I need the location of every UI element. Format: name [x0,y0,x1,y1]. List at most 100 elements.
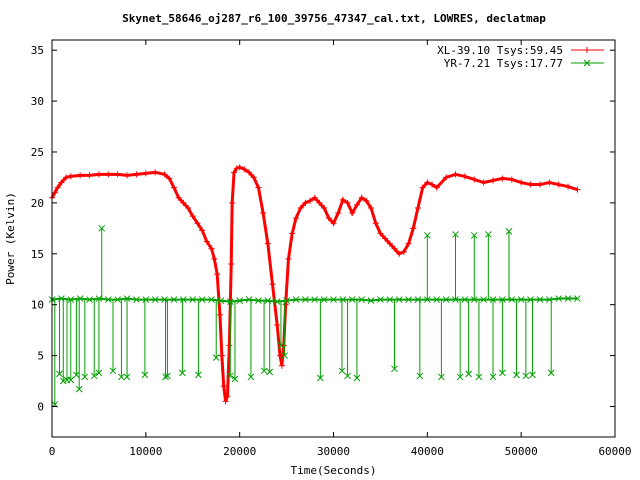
data-point [311,194,318,201]
data-point [443,174,450,181]
data-point [386,296,394,303]
spike-point [118,373,125,381]
data-point [320,296,328,303]
spike-point [226,372,234,380]
data-point [499,296,506,303]
x-tick-label: 30000 [317,445,350,458]
x-tick-label: 20000 [223,445,256,458]
data-point [423,296,431,303]
data-point [330,220,337,227]
data-point [218,352,225,359]
data-point [546,179,553,186]
spike-point [67,376,75,384]
legend-marker [583,59,591,67]
data-point [114,171,121,178]
spike-point [438,373,445,381]
chart-title: Skynet_58646_oj287_r6_100_39756_47347_ca… [122,12,546,25]
data-point [152,169,159,176]
y-tick-label: 30 [31,95,44,108]
data-point [269,281,276,288]
data-point [358,194,365,201]
data-point [211,255,218,262]
data-point [233,165,240,172]
spike-point [98,224,106,232]
data-point [245,296,253,303]
spike-point [141,371,149,379]
spike-point [179,369,186,377]
data-point [565,183,572,190]
data-point [433,296,441,303]
y-tick-label: 20 [31,197,44,210]
data-point [229,199,236,206]
data-point [58,295,65,302]
data-point [51,189,58,196]
data-point [344,199,351,206]
data-point [489,296,497,303]
data-point [429,181,436,188]
data-point [67,296,75,303]
data-point [208,296,215,303]
data-point [124,172,131,179]
x-tick-label: 0 [49,445,56,458]
spike-point [344,372,351,380]
spike-point [423,232,431,239]
data-point [224,393,231,400]
data-point [564,295,572,302]
spike-point [56,370,63,378]
data-point [67,173,74,180]
spike-point [489,373,497,381]
data-point [527,296,534,303]
data-point [255,297,262,304]
data-point [280,342,287,349]
data-point [461,296,469,303]
data-point [180,199,187,206]
data-point [442,296,450,303]
spike-point [416,372,424,380]
data-point [382,235,389,242]
data-point [283,297,290,304]
data-point [123,295,131,302]
spike-point [338,367,346,375]
data-point [236,297,244,304]
data-point [414,296,422,303]
data-point [517,296,525,303]
legend-marker [584,47,590,53]
spike-point [266,368,274,376]
data-point [372,220,379,227]
data-point [161,296,168,303]
data-point [499,175,506,182]
data-point [363,197,370,204]
data-point [114,296,122,303]
spike-point [109,367,117,375]
data-point [95,171,102,178]
y-tick-label: 15 [31,248,44,261]
spike-point [513,371,520,379]
spike-point [456,373,464,381]
spike-point [484,231,492,238]
data-point [208,245,215,252]
series-layer [48,164,581,408]
data-point [410,225,417,232]
data-point [194,220,201,227]
data-point [508,296,516,303]
y-tick-label: 5 [37,350,44,363]
spike-point [499,369,506,377]
data-point [297,204,304,211]
data-point [189,213,196,220]
data-point [470,296,478,303]
data-point [555,181,562,188]
spike-point [277,342,285,349]
data-point [419,184,426,191]
data-point [400,248,407,255]
data-point [424,179,431,186]
data-point [367,297,375,304]
data-point [536,296,544,303]
data-point [480,179,487,186]
data-point [285,255,292,262]
spike-point [547,369,555,377]
spike-point [281,352,289,359]
data-point [391,245,398,252]
data-point [396,250,403,257]
spike-point [75,385,83,393]
